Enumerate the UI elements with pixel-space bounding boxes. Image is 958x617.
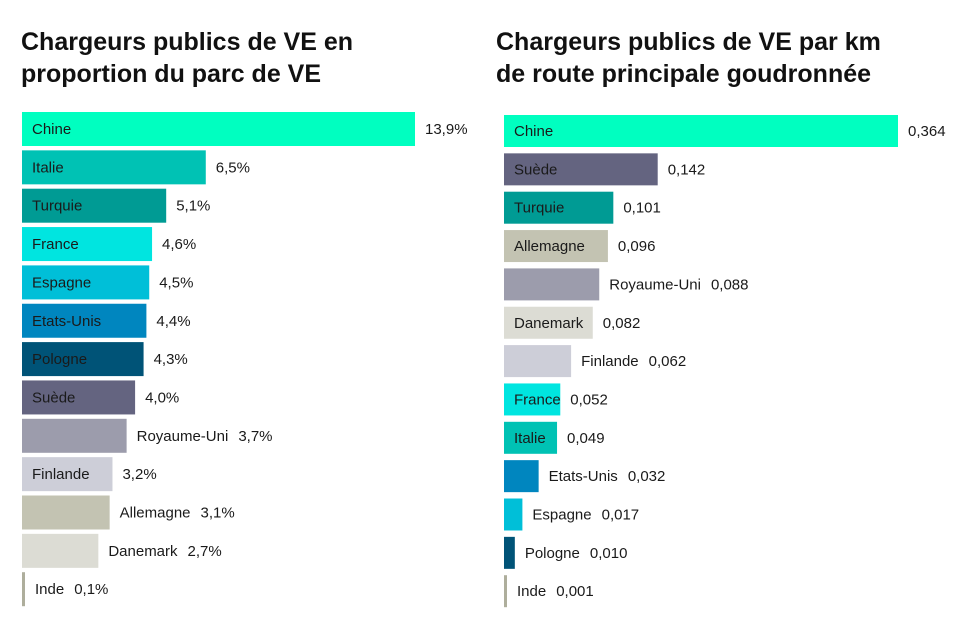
bar-etats-unis — [22, 303, 147, 338]
value-label: 0,010 — [590, 545, 628, 562]
category-label: Allemagne — [514, 238, 585, 255]
value-label: 0,1% — [74, 581, 108, 598]
value-label: 4,3% — [154, 351, 188, 368]
bar-pologne — [504, 536, 515, 569]
bar-espagne — [504, 498, 523, 531]
value-label: 3,2% — [122, 466, 156, 483]
value-label: 0,142 — [668, 161, 706, 178]
category-label: Finlande — [581, 353, 639, 370]
category-label: Chine — [32, 121, 71, 138]
bar-allemagne — [504, 230, 608, 263]
bar-su-de — [22, 380, 136, 415]
bar-chine — [504, 115, 898, 147]
category-label: Inde — [517, 583, 546, 600]
chart-title-left: Chargeurs publics de VE en proportion du… — [21, 28, 354, 88]
category-label: Espagne — [32, 274, 91, 291]
bar-finlande — [22, 457, 113, 492]
bar-france — [504, 383, 561, 416]
category-label: Danemark — [108, 543, 178, 560]
value-label: 4,0% — [145, 389, 179, 406]
bar-chart-ev-share: Chine 13,9% Italie 6,5% Turquie 5,1% France 4,6… — [22, 112, 468, 607]
value-label: 0,049 — [567, 430, 605, 447]
bar-danemark — [504, 306, 593, 339]
value-label: 0,364 — [908, 123, 946, 140]
category-label: Allemagne — [120, 505, 191, 522]
value-label: 0,017 — [602, 507, 640, 524]
value-label: 5,1% — [176, 198, 210, 215]
category-label: Inde — [35, 581, 64, 598]
bar-danemark — [22, 533, 99, 568]
category-label: Suède — [32, 389, 75, 406]
category-label: Chine — [514, 123, 553, 140]
value-label: 0,032 — [628, 468, 666, 485]
category-label: Etats-Unis — [32, 313, 101, 330]
bar-etats-unis — [504, 460, 539, 493]
chart-title-right: Chargeurs publics de VE par km de route … — [496, 28, 881, 88]
value-label: 0,088 — [711, 276, 749, 293]
value-label: 2,7% — [188, 543, 222, 560]
bar-espagne — [22, 265, 150, 300]
category-label: Danemark — [514, 315, 584, 332]
bar-italie — [22, 150, 206, 185]
category-label: France — [514, 391, 561, 408]
bar-inde — [504, 575, 507, 608]
bar-turquie — [22, 188, 167, 223]
value-label: 0,062 — [649, 353, 687, 370]
value-label: 6,5% — [216, 159, 250, 176]
bar-italie — [504, 421, 558, 454]
value-label: 0,082 — [603, 315, 641, 332]
category-label: Etats-Unis — [549, 468, 618, 485]
category-label: Finlande — [32, 466, 90, 483]
bar-royaume-uni — [504, 268, 600, 301]
category-label: Royaume-Uni — [609, 276, 701, 293]
value-label: 0,052 — [570, 391, 608, 408]
value-label: 4,6% — [162, 236, 196, 253]
bar-allemagne — [22, 495, 110, 530]
value-label: 0,101 — [623, 200, 661, 217]
category-label: Espagne — [532, 507, 591, 524]
value-label: 4,5% — [159, 274, 193, 291]
value-label: 13,9% — [425, 121, 468, 138]
category-label: France — [32, 236, 79, 253]
bar-inde — [22, 572, 25, 607]
bar-chine — [22, 112, 415, 146]
category-label: Royaume-Uni — [137, 428, 229, 445]
bar-pologne — [22, 342, 144, 377]
value-label: 0,096 — [618, 238, 656, 255]
bar-turquie — [504, 191, 614, 224]
bar-royaume-uni — [22, 418, 127, 453]
category-label: Pologne — [32, 351, 87, 368]
category-label: Suède — [514, 161, 557, 178]
category-label: Turquie — [32, 198, 82, 215]
category-label: Turquie — [514, 200, 564, 217]
value-label: 0,001 — [556, 583, 594, 600]
bar-finlande — [504, 345, 572, 378]
bar-su-de — [504, 153, 658, 186]
bar-france — [22, 227, 153, 262]
category-label: Italie — [32, 159, 64, 176]
category-label: Italie — [514, 430, 546, 447]
value-label: 4,4% — [156, 313, 190, 330]
value-label: 3,1% — [201, 505, 235, 522]
category-label: Pologne — [525, 545, 580, 562]
value-label: 3,7% — [238, 428, 272, 445]
